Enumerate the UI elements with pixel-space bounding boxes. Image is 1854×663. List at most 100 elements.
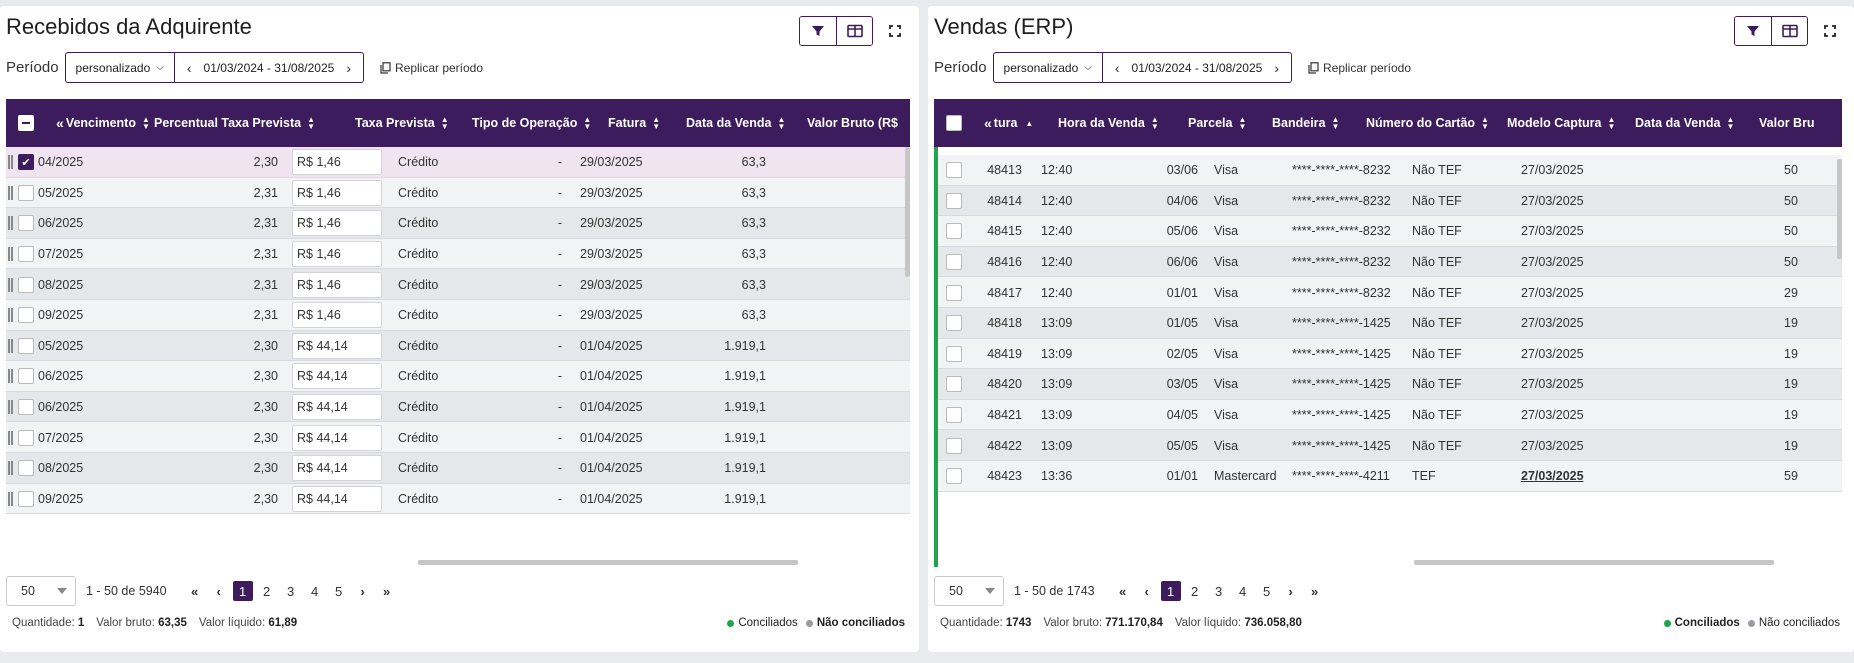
legend-conciliados[interactable]: Conciliados bbox=[1663, 617, 1740, 629]
row-checkbox[interactable] bbox=[946, 155, 962, 186]
filter-button[interactable] bbox=[800, 17, 836, 45]
table-row[interactable]: 48414 12:40 04/06 Visa ****-****-****-8232 Nã… bbox=[934, 185, 1842, 217]
columns-button[interactable] bbox=[836, 17, 872, 45]
row-checkbox[interactable] bbox=[18, 178, 34, 209]
table-row[interactable]: 48421 13:09 04/05 Visa ****-****-****-1425 Nã… bbox=[934, 399, 1842, 431]
table-row[interactable]: 48419 13:09 02/05 Visa ****-****-****-1425 Nã… bbox=[934, 338, 1842, 370]
legend-nao-conciliados[interactable]: Não conciliados bbox=[805, 617, 905, 629]
drag-handle-icon[interactable] bbox=[8, 239, 13, 270]
drag-handle-icon[interactable] bbox=[8, 178, 13, 209]
legend-nao-conciliados[interactable]: Não conciliados bbox=[1747, 617, 1840, 629]
page-5[interactable]: 5 bbox=[1263, 583, 1271, 599]
period-type-select[interactable]: personalizado ⌵ bbox=[994, 53, 1103, 82]
page-3[interactable]: 3 bbox=[1215, 583, 1223, 599]
taxa-prevista-input[interactable]: R$ 44,14 bbox=[292, 424, 382, 451]
table-row[interactable]: 06/2025 2,30 R$ 44,14 Crédito - 01/04/2025 1.9… bbox=[6, 361, 910, 392]
col-tipo-operacao[interactable]: Tipo de Operação ▲ ▼ bbox=[472, 115, 592, 131]
drag-handle-icon[interactable] bbox=[8, 392, 13, 423]
taxa-prevista-input[interactable]: R$ 44,14 bbox=[292, 363, 382, 390]
row-checkbox[interactable] bbox=[946, 308, 962, 339]
row-checkbox[interactable] bbox=[18, 300, 34, 331]
col-valor-bruto[interactable]: Valor Bruto (R$ bbox=[807, 116, 898, 130]
row-checkbox[interactable] bbox=[946, 339, 962, 370]
drag-handle-icon[interactable] bbox=[8, 453, 13, 484]
table-row[interactable]: 08/2025 2,31 R$ 1,46 Crédito - 29/03/2025 63,3 bbox=[6, 269, 910, 300]
page-2[interactable]: 2 bbox=[1191, 583, 1199, 599]
table-row[interactable]: 48415 12:40 05/06 Visa ****-****-****-8232 Nã… bbox=[934, 216, 1842, 247]
page-1[interactable]: 1 bbox=[232, 581, 253, 601]
row-checkbox[interactable]: ✔ bbox=[18, 147, 34, 178]
drag-handle-icon[interactable] bbox=[8, 269, 13, 300]
col-fatura[interactable]: Fatura ▲ ▼ bbox=[608, 115, 661, 131]
chevron-right-icon[interactable]: › bbox=[1274, 59, 1279, 76]
drag-handle-icon[interactable] bbox=[8, 331, 13, 362]
row-checkbox[interactable] bbox=[18, 208, 34, 239]
page-size-select[interactable]: 50 bbox=[934, 576, 1004, 606]
legend-conciliados[interactable]: Conciliados bbox=[727, 617, 798, 629]
page-1[interactable]: 1 bbox=[1160, 581, 1181, 601]
row-checkbox[interactable] bbox=[18, 361, 34, 392]
drag-handle-icon[interactable] bbox=[8, 300, 13, 331]
col-parcela[interactable]: Parcela ▲ ▼ bbox=[1188, 115, 1247, 131]
table-row[interactable]: 48416 12:40 06/06 Visa ****-****-****-8232 Nã… bbox=[934, 246, 1842, 278]
row-checkbox[interactable] bbox=[946, 186, 962, 217]
table-row[interactable]: 48423 13:36 01/01 Mastercard ****-****-****-… bbox=[934, 461, 1842, 492]
col-percentual-taxa[interactable]: Percentual Taxa Prevista ▲ ▼ bbox=[154, 115, 315, 131]
taxa-prevista-input[interactable]: R$ 44,14 bbox=[292, 485, 382, 512]
table-row[interactable]: 07/2025 2,30 R$ 44,14 Crédito - 01/04/2025 1.9… bbox=[6, 422, 910, 453]
vertical-scrollbar[interactable] bbox=[1837, 159, 1842, 259]
period-type-select[interactable]: personalizado ⌵ bbox=[66, 53, 175, 82]
chevron-left-icon[interactable]: ‹ bbox=[1114, 59, 1120, 76]
taxa-prevista-input[interactable]: R$ 44,14 bbox=[292, 394, 382, 421]
horizontal-scrollbar[interactable] bbox=[1414, 560, 1774, 565]
col-bandeira[interactable]: Bandeira ▲ ▼ bbox=[1272, 115, 1340, 131]
drag-handle-icon[interactable] bbox=[8, 208, 13, 239]
col-modelo-captura[interactable]: Modelo Captura ▲ ▼ bbox=[1507, 115, 1616, 131]
row-checkbox[interactable] bbox=[18, 331, 34, 362]
page-2[interactable]: 2 bbox=[263, 583, 271, 599]
first-page-icon[interactable]: « bbox=[1119, 583, 1127, 599]
row-checkbox[interactable] bbox=[946, 277, 962, 308]
row-checkbox[interactable] bbox=[946, 247, 962, 278]
table-row[interactable]: ✔ 04/2025 2,30 R$ 1,46 Crédito - 29/03/2025 63,… bbox=[6, 147, 910, 178]
last-page-icon[interactable]: » bbox=[1311, 583, 1319, 599]
table-row[interactable]: 08/2025 2,30 R$ 44,14 Crédito - 01/04/2025 1.9… bbox=[6, 453, 910, 484]
chevron-left-icon[interactable]: ‹ bbox=[186, 59, 192, 76]
page-size-select[interactable]: 50 bbox=[6, 576, 76, 606]
col-data-venda[interactable]: Data da Venda ▲ ▼ bbox=[1635, 115, 1735, 131]
taxa-prevista-input[interactable]: R$ 44,14 bbox=[292, 332, 382, 359]
taxa-prevista-input[interactable]: R$ 44,14 bbox=[292, 455, 382, 482]
expand-button[interactable] bbox=[1818, 17, 1842, 45]
period-range[interactable]: 01/03/2024 - 31/08/2025 bbox=[203, 60, 335, 75]
table-row[interactable]: 48413 12:40 03/06 Visa ****-****-****-8232 Nã… bbox=[934, 155, 1842, 186]
vertical-scrollbar[interactable] bbox=[905, 147, 910, 277]
table-row[interactable]: 05/2025 2,30 R$ 44,14 Crédito - 01/04/2025 1.9… bbox=[6, 330, 910, 362]
col-nota-fiscal[interactable]: « tura ▲ bbox=[984, 115, 1034, 131]
filter-button[interactable] bbox=[1735, 17, 1771, 45]
row-checkbox[interactable] bbox=[946, 216, 962, 247]
drag-handle-icon[interactable] bbox=[8, 361, 13, 392]
table-row[interactable]: 06/2025 2,30 R$ 44,14 Crédito - 01/04/2025 1.9… bbox=[6, 391, 910, 423]
replicar-periodo-button[interactable]: Replicar período bbox=[1308, 61, 1411, 75]
first-page-icon[interactable]: « bbox=[191, 583, 199, 599]
col-numero-cartao[interactable]: Número do Cartão ▲ ▼ bbox=[1366, 115, 1489, 131]
row-checkbox[interactable] bbox=[18, 422, 34, 453]
table-row[interactable]: 09/2025 2,31 R$ 1,46 Crédito - 29/03/2025 63,3 bbox=[6, 300, 910, 331]
prev-page-icon[interactable]: ‹ bbox=[1144, 583, 1149, 599]
select-all-checkbox[interactable] bbox=[946, 99, 962, 147]
col-data-venda[interactable]: Data da Venda ▲ ▼ bbox=[686, 115, 786, 131]
prev-page-icon[interactable]: ‹ bbox=[216, 583, 221, 599]
cell-data-venda[interactable]: 27/03/2025 bbox=[1521, 469, 1584, 484]
col-valor-bruto[interactable]: Valor Bru bbox=[1759, 116, 1815, 130]
next-page-icon[interactable]: › bbox=[1288, 583, 1293, 599]
table-row[interactable]: 48418 13:09 01/05 Visa ****-****-****-1425 Nã… bbox=[934, 308, 1842, 339]
period-range[interactable]: 01/03/2024 - 31/08/2025 bbox=[1131, 60, 1263, 75]
table-row[interactable]: 09/2025 2,30 R$ 44,14 Crédito - 01/04/2025 1.9… bbox=[6, 483, 910, 515]
row-checkbox[interactable] bbox=[946, 461, 962, 492]
taxa-prevista-input[interactable]: R$ 1,46 bbox=[292, 210, 382, 237]
table-row[interactable]: 48422 13:09 05/05 Visa ****-****-****-1425 Nã… bbox=[934, 430, 1842, 461]
last-page-icon[interactable]: » bbox=[383, 583, 391, 599]
row-checkbox[interactable] bbox=[18, 453, 34, 484]
row-checkbox[interactable] bbox=[18, 392, 34, 423]
horizontal-scrollbar[interactable] bbox=[418, 560, 798, 565]
